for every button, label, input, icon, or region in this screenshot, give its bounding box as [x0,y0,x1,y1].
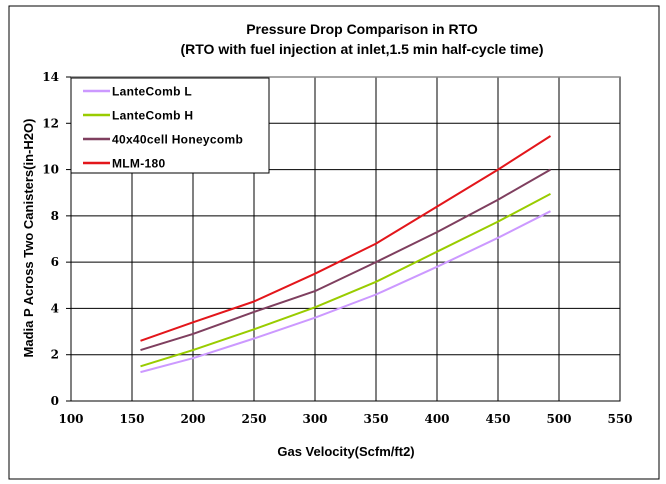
y-tick-label: 12 [42,116,59,130]
x-tick-label: 450 [485,412,510,426]
chart-subtitle: (RTO with fuel injection at inlet,1.5 mi… [180,41,543,57]
legend-label: MLM-180 [112,157,165,171]
axes [66,76,621,402]
series-line-40x40cell-honeycomb [140,168,551,352]
x-tick-label: 200 [180,412,205,426]
legend-label: 40x40cell Honeycomb [112,133,243,147]
x-tick-labels: 100 150 200 250 300 350 400 450 500 550 [58,412,632,426]
series-line-lantecomb-h [140,193,551,368]
y-tick-label: 10 [42,163,59,177]
series [140,135,552,374]
y-tick-label: 8 [51,209,59,223]
y-tick-label: 2 [51,348,59,362]
x-tick-label: 250 [241,412,266,426]
y-tick-label: 4 [51,301,59,315]
x-tick-label: 150 [119,412,144,426]
x-tick-label: 350 [363,412,388,426]
y-axis-label: Madia P Across Two Canisters(in-H2O) [21,119,36,358]
y-tick-label: 0 [51,394,59,408]
chart-title: Pressure Drop Comparison in RTO [246,21,478,37]
legend-box [70,77,270,174]
x-tick-label: 550 [607,412,632,426]
x-axis-label: Gas Velocity(Scfm/ft2) [277,444,414,459]
y-tick-labels: 0 2 4 6 8 10 12 14 [42,70,59,408]
legend: LanteComb L LanteComb H 40x40cell Honeycom… [70,77,270,174]
x-tick-label: 400 [424,412,449,426]
x-tick-label: 300 [302,412,327,426]
legend-label: LanteComb H [112,109,193,123]
legend-label: LanteComb L [112,85,192,99]
x-tick-label: 100 [58,412,83,426]
y-tick-label: 6 [51,255,59,269]
series-line-mlm-180 [140,135,552,342]
series-line-lantecomb-l [140,210,551,374]
y-tick-label: 14 [42,70,59,84]
x-tick-label: 500 [546,412,571,426]
